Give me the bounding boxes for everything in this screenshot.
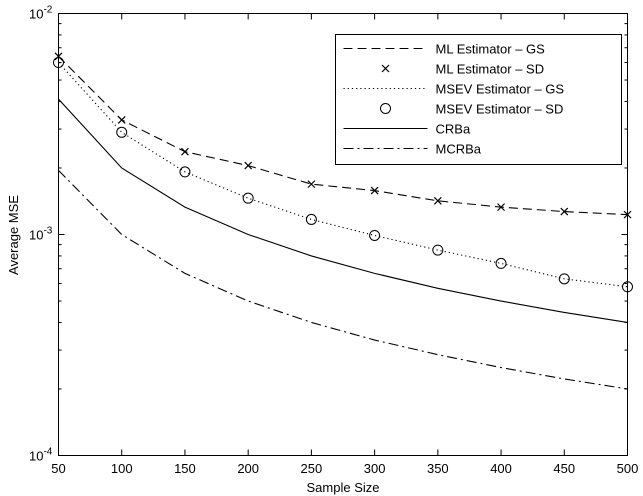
y-tick-base: 10 (29, 7, 43, 22)
legend-label: CRBa (436, 122, 471, 137)
data-point-stroke (560, 207, 569, 216)
x-tick-label: 500 (617, 461, 639, 476)
legend-item: ML Estimator – GS (343, 42, 546, 57)
legend-label: MSEV Estimator – SD (436, 102, 564, 117)
plot-layer (53, 52, 633, 390)
data-point-stroke (497, 203, 505, 212)
series-2 (58, 62, 628, 288)
y-tick-label: 10-2 (29, 5, 53, 22)
y-tick-exponent: -4 (43, 447, 52, 458)
legend-label: ML Estimator – GS (436, 42, 546, 57)
series-line (58, 55, 628, 216)
series-line (58, 170, 628, 390)
y-tick-exponent: -3 (43, 226, 52, 237)
series-line (58, 62, 628, 288)
data-point (305, 213, 317, 225)
legend: ML Estimator – GS ML Estimator – SD MSEV E… (335, 34, 622, 165)
legend-marker-stroke (381, 64, 390, 73)
data-point (432, 244, 444, 256)
data-point (116, 126, 128, 138)
legend-item: MSEV Estimator – GS (343, 82, 565, 97)
series-0 (58, 55, 628, 216)
x-tick-label: 150 (174, 461, 196, 476)
data-point (179, 166, 191, 178)
y-tick-base: 10 (29, 449, 43, 464)
data-point (495, 257, 507, 269)
y-axis-label: Average MSE (6, 195, 21, 275)
data-point-stroke (181, 147, 189, 156)
legend-item: CRBa (343, 122, 471, 137)
x-tick-label: 450 (553, 461, 575, 476)
data-point (242, 192, 254, 204)
y-tick-exponent: -2 (43, 5, 52, 16)
legend-label: ML Estimator – SD (436, 62, 545, 77)
data-point (558, 273, 570, 285)
series-4 (58, 98, 628, 323)
series-line (58, 98, 628, 323)
series-1 (54, 52, 632, 219)
data-point-stroke (370, 186, 379, 195)
data-point-stroke (244, 161, 253, 170)
x-tick-label: 300 (364, 461, 386, 476)
y-tick-label: 10-3 (29, 226, 53, 243)
legend-item: MCRBa (343, 142, 482, 157)
legend-item: ML Estimator – SD (381, 62, 545, 77)
legend-marker (380, 103, 391, 114)
legend-label: MCRBa (436, 142, 482, 157)
x-tick-label: 400 (490, 461, 512, 476)
tick-layer: 50 100 150 200 250 300 350 400 450 50010-210-310-… (29, 5, 638, 477)
x-tick-label: 250 (301, 461, 323, 476)
legend-box (335, 34, 622, 165)
y-tick-label: 10-4 (29, 447, 53, 464)
x-tick-label: 350 (427, 461, 449, 476)
x-tick-label: 200 (237, 461, 259, 476)
data-point (369, 229, 381, 241)
x-tick-label: 100 (111, 461, 133, 476)
series-5 (58, 170, 628, 390)
x-axis-label: Sample Size (307, 480, 380, 495)
data-point-stroke (433, 196, 442, 205)
data-point-stroke (307, 180, 316, 189)
y-tick-base: 10 (29, 228, 43, 243)
x-tick-label: 50 (51, 461, 65, 476)
legend-item: MSEV Estimator – SD (380, 102, 564, 117)
legend-label: MSEV Estimator – GS (436, 82, 565, 97)
data-point-stroke (117, 115, 126, 124)
